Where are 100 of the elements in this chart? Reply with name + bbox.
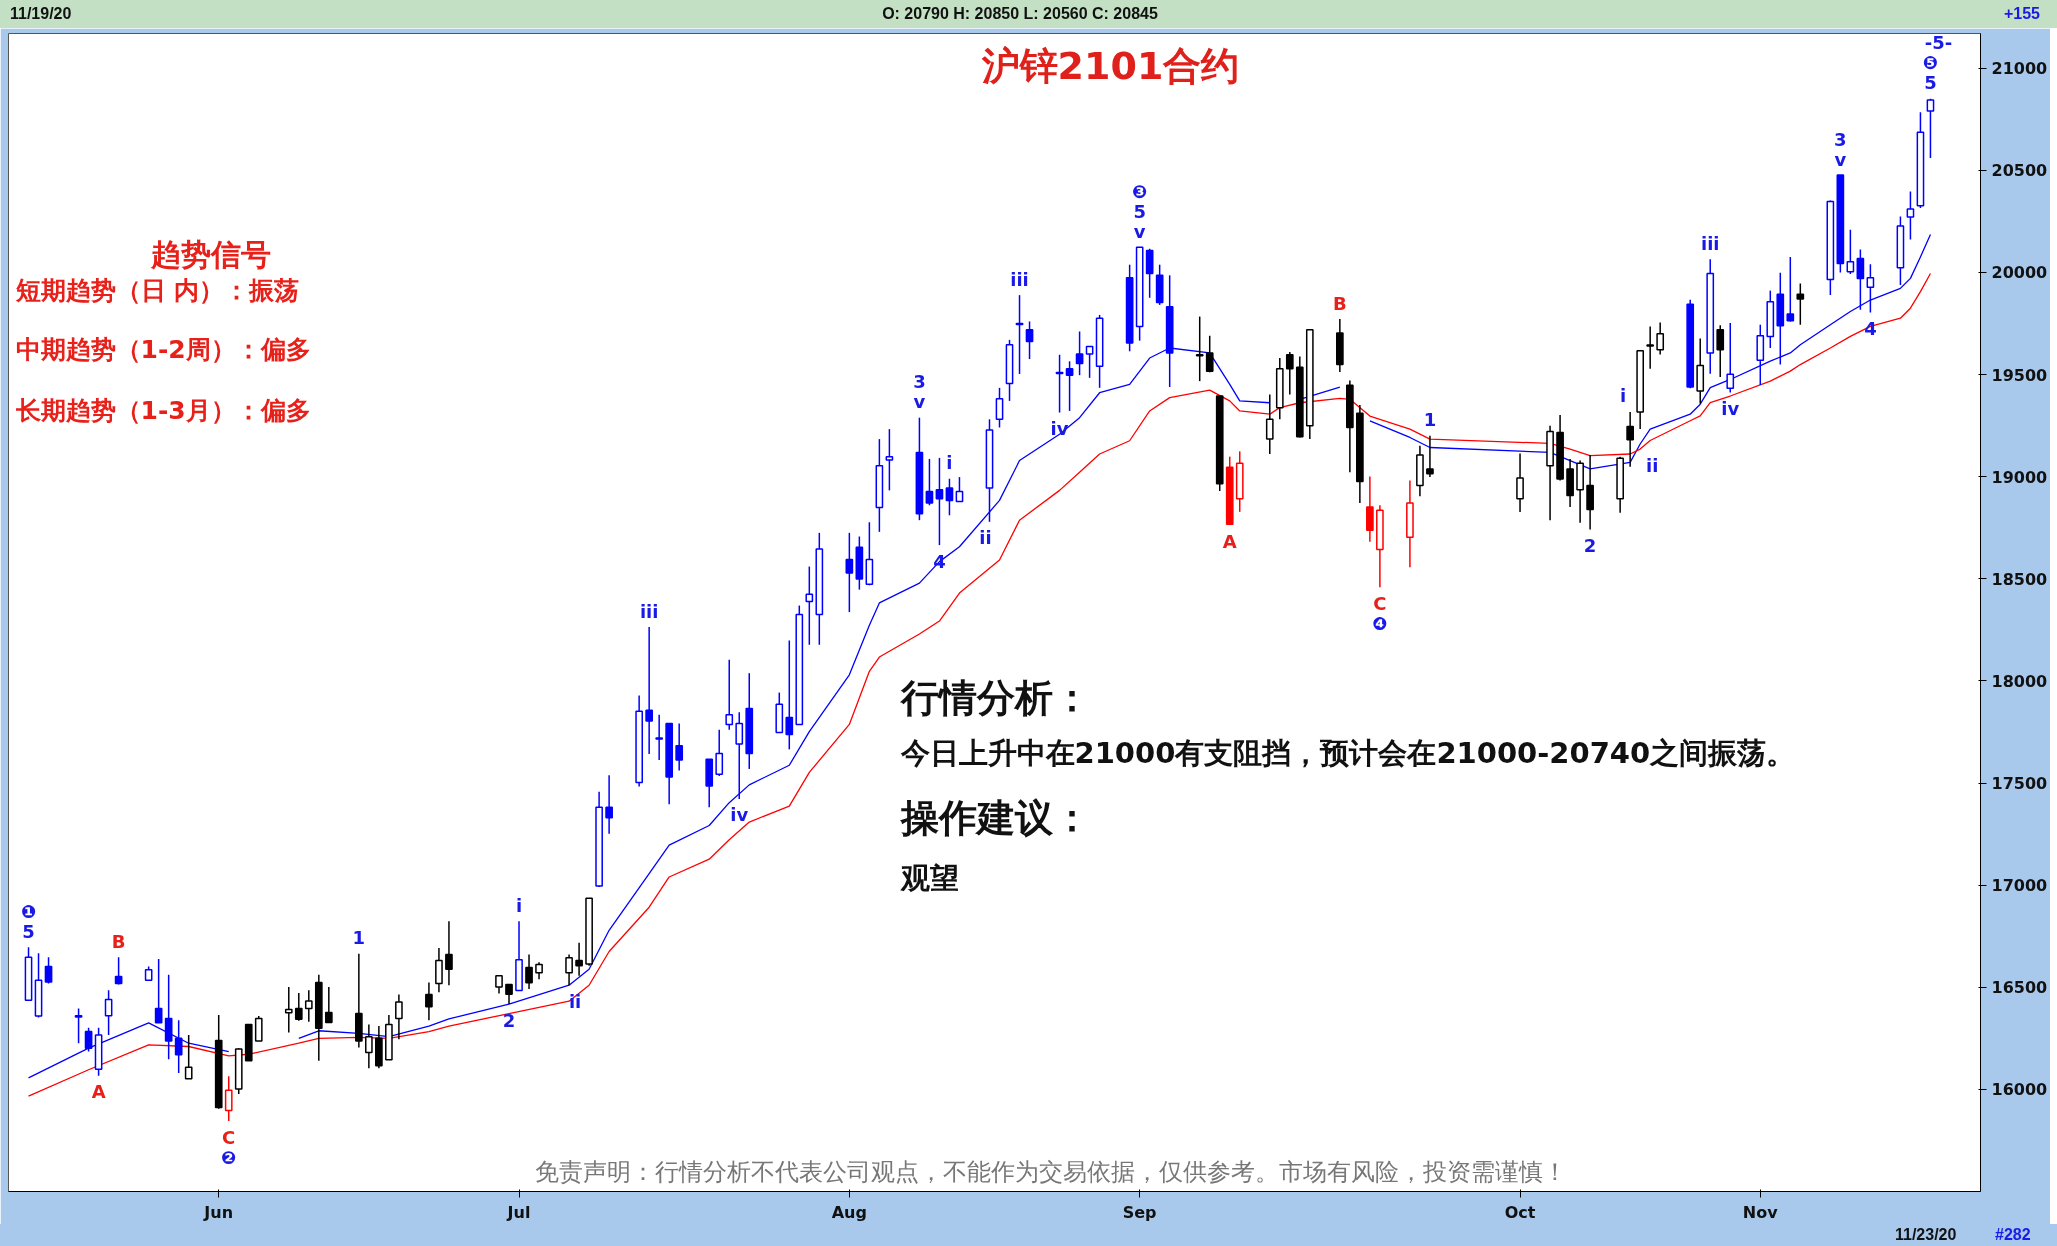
candlestick xyxy=(1866,263,1875,314)
candlestick xyxy=(1065,360,1074,412)
annotation: iii xyxy=(1700,232,1720,254)
x-tick-label: Jun xyxy=(203,1202,234,1222)
y-tick-label: 17500 xyxy=(1991,774,2048,794)
candlestick xyxy=(1726,322,1735,394)
y-tick-label: 21000 xyxy=(1991,59,2048,79)
candlestick xyxy=(1366,475,1374,543)
candlestick xyxy=(395,993,403,1041)
annotation: ❹ xyxy=(1372,612,1388,634)
annotation: 1 xyxy=(352,927,366,949)
candlestick xyxy=(294,992,303,1022)
candlestick xyxy=(1145,248,1154,299)
text: #282 xyxy=(1995,1225,2031,1245)
candlestick xyxy=(675,722,684,772)
candlestick xyxy=(164,974,173,1060)
candlestick xyxy=(1205,335,1214,374)
y-tick-label: 20000 xyxy=(1991,263,2048,283)
candlestick xyxy=(224,1075,233,1122)
y-tick-label: 20500 xyxy=(1991,161,2048,181)
candlestick xyxy=(1856,248,1865,311)
candlestick xyxy=(435,947,443,994)
chart-title: 沪锌2101合约 xyxy=(980,43,1240,88)
candlestick xyxy=(445,920,453,986)
annotation: 5 xyxy=(22,920,35,942)
annotation: 5 xyxy=(1133,200,1146,222)
annotation: ❺ xyxy=(1922,52,1939,74)
annotation: v xyxy=(1834,148,1847,170)
annotation: 3 xyxy=(1834,128,1847,150)
annotation: ❷ xyxy=(221,1146,237,1168)
candlestick xyxy=(365,1023,373,1069)
candlestick xyxy=(735,711,744,800)
text: O: 20790 H: 20850 L: 20560 C: 20845 xyxy=(882,4,1158,24)
candlestick xyxy=(885,428,894,492)
annotation: A xyxy=(1222,530,1237,552)
annotation: ii xyxy=(1645,454,1659,476)
candlestick xyxy=(84,1026,93,1053)
candlestick xyxy=(1626,411,1634,468)
candlestick xyxy=(655,714,664,761)
candlestick xyxy=(1285,351,1294,396)
candlestick xyxy=(605,774,613,835)
candlestick xyxy=(565,953,573,986)
candlestick xyxy=(575,941,583,977)
annotation: 趋势信号 xyxy=(149,237,271,272)
y-tick-label: 16500 xyxy=(1991,978,2048,998)
annotation: v xyxy=(913,391,926,413)
annotation: 长期趋势（1-3月）：偏多 xyxy=(14,396,311,425)
candlestick xyxy=(304,989,313,1023)
candlestick xyxy=(505,983,513,1005)
x-tick-label: Aug xyxy=(831,1202,867,1222)
annotation: 行情分析： xyxy=(898,675,1091,720)
candlestick xyxy=(324,986,333,1024)
annotation: A xyxy=(91,1081,106,1103)
annotation: i xyxy=(1620,385,1627,407)
y-tick-label: 18500 xyxy=(1991,569,2048,589)
annotation: 2 xyxy=(502,1009,516,1031)
candlestick xyxy=(725,658,734,731)
text: 11/19/20 xyxy=(10,4,72,24)
candlestick xyxy=(1656,321,1665,356)
annotation: C xyxy=(1373,592,1387,614)
candlestick xyxy=(525,953,533,990)
annotation: 1 xyxy=(1423,409,1437,431)
annotation: 中期趋势（1-2周）：偏多 xyxy=(15,335,311,364)
candlestick xyxy=(845,532,854,613)
annotation: 3 xyxy=(913,371,926,393)
candlestick xyxy=(945,477,954,517)
candlestick xyxy=(1195,315,1204,382)
annotation: B xyxy=(111,930,126,952)
annotation: ii xyxy=(979,527,992,549)
annotation: iv xyxy=(1050,418,1069,440)
candlestick xyxy=(1906,190,1915,241)
candlestick xyxy=(785,639,794,751)
x-tick-label: Oct xyxy=(1504,1202,1536,1222)
annotation: i xyxy=(946,452,953,474)
annotation: 5 xyxy=(1924,72,1937,94)
candlestick xyxy=(1426,435,1434,478)
y-tick-label: 16000 xyxy=(1991,1080,2048,1100)
annotation: 2 xyxy=(1583,534,1597,556)
annotation: v xyxy=(1133,220,1146,242)
annotation: iii xyxy=(1010,268,1029,290)
annotation: 短期趋势（日 内）：振荡 xyxy=(14,276,300,305)
candlestick xyxy=(254,1015,263,1042)
candlestick xyxy=(1265,393,1274,455)
y-tick-label: 19500 xyxy=(1991,365,2048,385)
candlestick xyxy=(174,1019,183,1074)
candlestick xyxy=(1846,229,1855,275)
annotation: ii xyxy=(568,990,582,1012)
candlestick xyxy=(425,981,433,1021)
annotation: iv xyxy=(1721,398,1740,420)
candlestick xyxy=(1075,330,1084,376)
candlestick xyxy=(1085,345,1094,379)
y-tick-label: 19000 xyxy=(1991,467,2048,487)
x-tick-label: Jul xyxy=(506,1202,531,1222)
annotation: 观望 xyxy=(899,860,959,895)
annotation: i xyxy=(515,894,523,916)
x-tick-label: Sep xyxy=(1122,1202,1157,1222)
candlestick xyxy=(154,958,163,1024)
candlestick xyxy=(645,626,653,755)
candlestick xyxy=(955,476,964,503)
candlestick xyxy=(1796,282,1805,326)
